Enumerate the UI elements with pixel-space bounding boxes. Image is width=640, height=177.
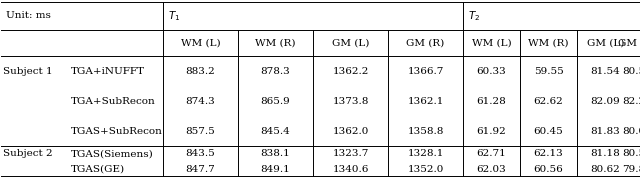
Text: 1373.8: 1373.8: [332, 96, 369, 105]
Text: 62.03: 62.03: [477, 164, 506, 173]
Text: 883.2: 883.2: [186, 67, 216, 76]
Text: GM (L): GM (L): [587, 39, 624, 47]
Text: Subject 2: Subject 2: [3, 150, 52, 158]
Text: 80.51: 80.51: [622, 67, 640, 76]
Text: 79.88: 79.88: [622, 164, 640, 173]
Text: 865.9: 865.9: [260, 96, 291, 105]
Text: TGAS+SubRecon: TGAS+SubRecon: [71, 127, 163, 136]
Text: 1328.1: 1328.1: [407, 150, 444, 158]
Text: 80.51: 80.51: [622, 150, 640, 158]
Text: GM (L): GM (L): [332, 39, 369, 47]
Text: 1362.2: 1362.2: [332, 67, 369, 76]
Text: 81.18: 81.18: [591, 150, 620, 158]
Text: 1340.6: 1340.6: [332, 164, 369, 173]
Text: $T_2$: $T_2$: [468, 9, 480, 23]
Text: 1366.7: 1366.7: [407, 67, 444, 76]
Text: 1362.0: 1362.0: [332, 127, 369, 136]
Text: 847.7: 847.7: [186, 164, 216, 173]
Text: 82.09: 82.09: [591, 96, 620, 105]
Text: Subject 1: Subject 1: [3, 67, 52, 76]
Text: 59.55: 59.55: [534, 67, 563, 76]
Text: WM (R): WM (R): [255, 39, 296, 47]
Text: 80.62: 80.62: [591, 164, 620, 173]
Text: GM (R): GM (R): [406, 39, 445, 47]
Text: 80.01: 80.01: [622, 127, 640, 136]
Text: 1358.8: 1358.8: [407, 127, 444, 136]
Text: TGA+SubRecon: TGA+SubRecon: [71, 96, 156, 105]
Text: 845.4: 845.4: [260, 127, 291, 136]
Text: 81.83: 81.83: [591, 127, 620, 136]
Text: $T_1$: $T_1$: [168, 9, 180, 23]
Text: 1323.7: 1323.7: [332, 150, 369, 158]
Text: 60.56: 60.56: [534, 164, 563, 173]
Text: 843.5: 843.5: [186, 150, 216, 158]
Text: 1362.1: 1362.1: [407, 96, 444, 105]
Text: 62.62: 62.62: [534, 96, 563, 105]
Text: 62.71: 62.71: [477, 150, 506, 158]
Text: WM (R): WM (R): [528, 39, 569, 47]
Text: 857.5: 857.5: [186, 127, 216, 136]
Text: 60.33: 60.33: [477, 67, 506, 76]
Text: Unit: ms: Unit: ms: [6, 12, 51, 21]
Text: GM (R): GM (R): [618, 39, 640, 47]
Text: 60.45: 60.45: [534, 127, 563, 136]
Text: 838.1: 838.1: [260, 150, 291, 158]
Text: 62.13: 62.13: [534, 150, 563, 158]
Text: 849.1: 849.1: [260, 164, 291, 173]
Text: TGAS(Siemens): TGAS(Siemens): [71, 150, 154, 158]
Text: WM (L): WM (L): [472, 39, 511, 47]
Text: 874.3: 874.3: [186, 96, 216, 105]
Text: TGA+iNUFFT: TGA+iNUFFT: [71, 67, 145, 76]
Text: TGAS(GE): TGAS(GE): [71, 164, 125, 173]
Text: 1352.0: 1352.0: [407, 164, 444, 173]
Text: 61.92: 61.92: [477, 127, 506, 136]
Text: 878.3: 878.3: [260, 67, 291, 76]
Text: 81.54: 81.54: [591, 67, 620, 76]
Text: 82.28: 82.28: [622, 96, 640, 105]
Text: 61.28: 61.28: [477, 96, 506, 105]
Text: WM (L): WM (L): [180, 39, 220, 47]
